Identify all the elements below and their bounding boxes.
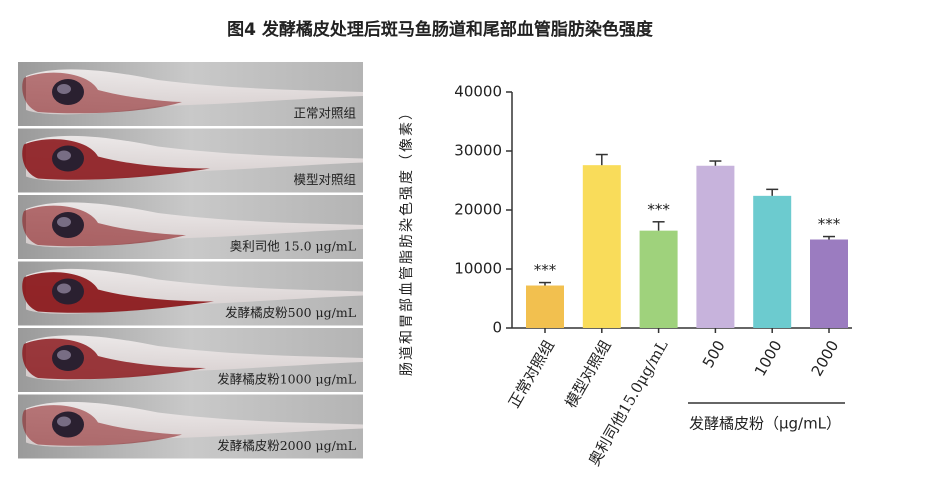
panel-label: 发酵橘皮粉2000 μg/mL: [217, 438, 356, 453]
panel-label: 奥利司他 15.0 μg/mL: [230, 239, 356, 254]
fish-eye-shine: [57, 84, 71, 94]
x-tick-label: 2000: [808, 337, 843, 379]
photo-panel: 发酵橘皮粉500 μg/mL: [18, 261, 363, 326]
fish-eye-shine: [57, 217, 71, 227]
panel-label: 发酵橘皮粉500 μg/mL: [225, 305, 356, 320]
photo-panel: 奥利司他 15.0 μg/mL: [18, 195, 363, 259]
fish-eye-shine: [57, 283, 71, 294]
bar: [810, 239, 848, 328]
panel-label: 正常对照组: [293, 106, 356, 121]
bar: [526, 285, 564, 328]
figure-title: 图4 发酵橘皮处理后斑马鱼肠道和尾部血管脂肪染色强度: [227, 19, 654, 40]
y-tick-label: 40000: [454, 83, 502, 101]
panel-label: 发酵橘皮粉1000 μg/mL: [217, 372, 356, 387]
photo-panel: 发酵橘皮粉2000 μg/mL: [18, 394, 363, 459]
significance-label: ***: [647, 200, 670, 218]
bar: [753, 195, 792, 328]
fish-eye-shine: [57, 350, 71, 360]
x-tick-label: 正常对照组: [505, 337, 558, 411]
photo-panel: 正常对照组: [18, 62, 363, 126]
y-tick-label: 0: [492, 319, 502, 337]
y-axis-label: 肠道和胃部血管脂肪染色强度（像素）: [398, 104, 415, 376]
bar: [582, 165, 621, 328]
significance-label: ***: [534, 261, 557, 279]
fish-eye-shine: [57, 150, 71, 161]
x-tick-label: 模型对照组: [562, 337, 615, 411]
y-tick-label: 20000: [454, 201, 502, 219]
photo-panel: 模型对照组: [18, 128, 363, 193]
x-tick-label: 1000: [751, 337, 786, 379]
group-label: 发酵橘皮粉（μg/mL）: [689, 415, 841, 433]
bar: [696, 165, 735, 328]
bar: [639, 230, 678, 328]
y-tick-label: 10000: [454, 260, 502, 278]
x-tick-label: 500: [699, 337, 729, 371]
y-tick-label: 30000: [454, 142, 502, 160]
panel-label: 模型对照组: [293, 172, 356, 187]
photo-panel: 发酵橘皮粉1000 μg/mL: [18, 328, 363, 392]
fish-eye-shine: [57, 416, 71, 427]
significance-label: ***: [818, 215, 841, 233]
